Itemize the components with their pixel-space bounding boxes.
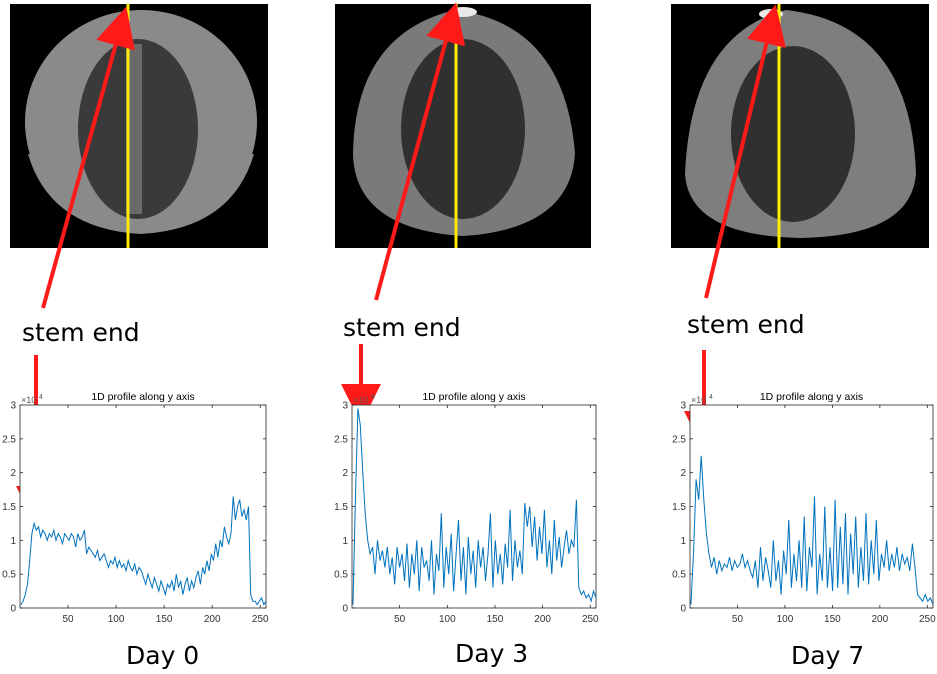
- x-tick-label-0: 100: [108, 614, 125, 625]
- plot-area-0: [19, 404, 267, 609]
- stem-end-label-day0: stem end: [22, 318, 140, 347]
- y-tick-label-0: 3: [10, 401, 16, 412]
- x-tick-label-0: 250: [252, 614, 269, 625]
- x-tick-label-1: 100: [439, 614, 456, 625]
- y-tick-label-2: 1: [680, 536, 686, 547]
- y-exponent-power-2: 4: [709, 394, 713, 401]
- y-tick-label-2: 3: [680, 401, 686, 412]
- x-tick-label-0: 200: [204, 614, 221, 625]
- y-tick-label-1: 2.5: [334, 434, 348, 445]
- mri-image-day7: [671, 4, 929, 248]
- y-tick-label-0: 1.5: [2, 502, 16, 513]
- y-tick-label-0: 1: [10, 536, 16, 547]
- y-tick-label-1: 1.5: [334, 502, 348, 513]
- y-exponent-0: ×10: [21, 395, 36, 405]
- chart-title-2: 1D profile along y axis: [760, 391, 863, 403]
- y-tick-label-1: 2: [342, 468, 348, 479]
- x-tick-label-2: 50: [732, 614, 744, 625]
- y-tick-label-2: 0: [680, 604, 686, 615]
- y-tick-label-1: 0: [342, 604, 348, 615]
- x-tick-label-2: 100: [777, 614, 794, 625]
- x-tick-label-1: 50: [394, 614, 406, 625]
- arrow-to-stem-day7: [704, 4, 786, 299]
- chart-title-1: 1D profile along y axis: [422, 391, 525, 403]
- x-tick-label-0: 150: [156, 614, 173, 625]
- arrow-to-stem-day0: [41, 6, 135, 309]
- y-tick-label-2: 2: [680, 468, 686, 479]
- x-tick-label-1: 250: [582, 614, 599, 625]
- y-tick-label-0: 0: [10, 604, 16, 615]
- profile-line-1-0: [352, 408, 597, 605]
- arrow-to-stem-day3: [374, 2, 466, 301]
- y-tick-label-2: 0.5: [672, 570, 686, 581]
- stem-end-label-day7: stem end: [687, 310, 805, 339]
- x-tick-label-0: 50: [62, 614, 74, 625]
- y-tick-label-1: 1: [342, 536, 348, 547]
- x-tick-label-2: 250: [919, 614, 936, 625]
- y-exponent-1: ×10: [353, 395, 368, 405]
- y-tick-label-1: 3: [342, 401, 348, 412]
- plot-area-2: [689, 404, 934, 609]
- x-tick-label-2: 200: [872, 614, 889, 625]
- day-label-3: Day 3: [455, 639, 529, 668]
- chart-title-0: 1D profile along y axis: [91, 391, 194, 403]
- day-label-7: Day 7: [791, 641, 865, 670]
- x-tick-label-1: 150: [487, 614, 504, 625]
- profile-line-0-0: [20, 496, 267, 606]
- profile-line-2-0: [690, 455, 934, 605]
- x-tick-label-1: 200: [534, 614, 551, 625]
- x-tick-label-2: 150: [824, 614, 841, 625]
- y-tick-label-0: 2: [10, 468, 16, 479]
- y-exponent-power-1: 4: [371, 394, 375, 401]
- day-label-0: Day 0: [126, 641, 200, 670]
- y-tick-label-1: 0.5: [334, 570, 348, 581]
- y-tick-label-2: 2.5: [672, 434, 686, 445]
- y-tick-label-2: 1.5: [672, 502, 686, 513]
- y-exponent-power-0: 4: [39, 394, 43, 401]
- y-tick-label-0: 2.5: [2, 434, 16, 445]
- y-tick-label-0: 0.5: [2, 570, 16, 581]
- plot-area-1: [351, 404, 597, 609]
- mri-image-day0: [10, 4, 268, 248]
- mri-slice-day7: [685, 9, 916, 238]
- y-exponent-2: ×10: [691, 395, 706, 405]
- stem-end-label-day3: stem end: [343, 313, 461, 342]
